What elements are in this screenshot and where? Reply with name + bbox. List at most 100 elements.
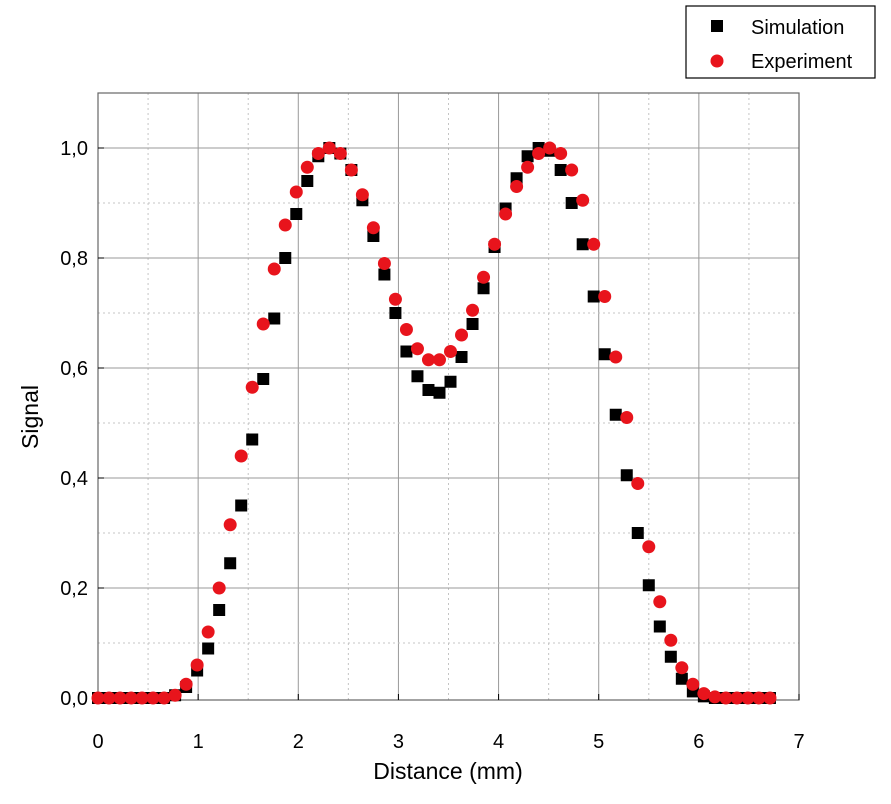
simulation-point <box>224 557 237 570</box>
y-tick-label: 0,0 <box>60 688 88 710</box>
experiment-point <box>697 687 711 701</box>
simulation-point <box>477 282 490 295</box>
simulation-point <box>675 672 688 685</box>
experiment-point <box>333 147 347 160</box>
experiment-point <box>190 658 204 672</box>
experiment-point <box>675 661 689 675</box>
simulation-point <box>664 650 677 663</box>
experiment-point <box>322 141 336 155</box>
experiment-point <box>455 328 469 342</box>
experiment-point <box>256 317 270 331</box>
experiment-point <box>609 350 623 364</box>
simulation-point <box>598 348 611 361</box>
experiment-series <box>91 141 777 705</box>
simulation-point <box>378 268 391 281</box>
experiment-point <box>477 270 491 284</box>
experiment-point <box>587 237 601 251</box>
experiment-point <box>730 691 744 705</box>
experiment-point <box>179 677 193 691</box>
experiment-point <box>499 207 513 221</box>
experiment-point <box>366 221 380 235</box>
experiment-point <box>620 411 634 424</box>
experiment-point <box>631 477 645 490</box>
experiment-point <box>267 262 281 276</box>
experiment-point <box>212 581 226 595</box>
legend-label-simulation: Simulation <box>751 17 844 39</box>
experiment-point <box>377 257 391 270</box>
simulation-point <box>389 307 402 319</box>
simulation-point <box>444 375 457 388</box>
simulation-point <box>466 318 479 330</box>
simulation-point <box>268 312 281 325</box>
simulation-point <box>213 604 226 616</box>
simulation-point <box>576 238 589 251</box>
experiment-point <box>488 237 502 251</box>
simulation-point <box>400 345 413 358</box>
y-tick-label: 0,2 <box>60 578 88 600</box>
experiment-point <box>91 691 105 705</box>
experiment-point <box>576 193 590 207</box>
experiment-point <box>300 160 314 174</box>
simulation-point <box>279 252 292 264</box>
experiment-point <box>642 540 656 554</box>
experiment-point <box>388 292 402 306</box>
experiment-point <box>444 345 458 358</box>
experiment-point <box>102 691 116 705</box>
x-tick-label: 1 <box>193 731 204 753</box>
experiment-point <box>510 180 524 193</box>
y-axis-title: Signal <box>17 385 43 449</box>
x-tick-label: 3 <box>393 731 404 753</box>
legend-marker-experiment <box>710 54 724 68</box>
experiment-point <box>113 691 127 705</box>
experiment-point <box>763 691 777 705</box>
legend-marker-simulation <box>711 20 723 32</box>
simulation-point <box>620 469 633 482</box>
experiment-point <box>565 163 579 177</box>
experiment-point <box>598 290 612 303</box>
simulation-point <box>301 175 314 187</box>
simulation-point <box>565 197 578 209</box>
experiment-point <box>741 691 755 705</box>
simulation-point <box>653 620 666 633</box>
x-tick-label: 5 <box>593 731 604 753</box>
simulation-point <box>422 384 435 396</box>
experiment-point <box>708 690 722 704</box>
experiment-point <box>245 380 259 394</box>
x-tick-label: 2 <box>293 731 304 753</box>
simulation-point <box>642 579 655 592</box>
experiment-point <box>234 449 248 463</box>
experiment-point <box>421 353 435 367</box>
experiment-point <box>146 691 160 705</box>
simulation-point <box>587 290 600 303</box>
x-tick-label: 0 <box>92 731 103 753</box>
axis-ticks: 0 1 2 3 4 5 6 7 0,0 0,2 0,4 0,6 0,8 1,0 <box>60 138 804 753</box>
x-tick-label: 4 <box>493 731 504 753</box>
experiment-point <box>521 160 535 174</box>
experiment-point <box>344 163 358 177</box>
simulation-point <box>609 408 622 421</box>
y-tick-label: 0,8 <box>60 248 88 270</box>
x-tick-label: 7 <box>793 731 804 753</box>
simulation-point <box>235 499 248 512</box>
simulation-point <box>554 164 567 176</box>
simulation-point <box>433 386 446 399</box>
experiment-point <box>355 188 369 202</box>
experiment-point <box>135 691 149 705</box>
experiment-point <box>532 147 546 160</box>
legend: Simulation Experiment <box>685 5 876 79</box>
experiment-point <box>752 691 766 705</box>
experiment-point <box>223 518 237 532</box>
simulation-point <box>455 351 468 363</box>
experiment-point <box>410 342 424 356</box>
simulation-point <box>290 208 303 220</box>
experiment-point <box>719 691 733 705</box>
experiment-point <box>168 688 182 702</box>
experiment-point <box>201 625 215 639</box>
experiment-point <box>686 677 700 691</box>
experiment-point <box>466 303 480 317</box>
y-tick-label: 0,6 <box>60 358 88 380</box>
experiment-point <box>157 691 171 705</box>
x-tick-label: 6 <box>693 731 704 753</box>
experiment-point <box>289 185 303 199</box>
